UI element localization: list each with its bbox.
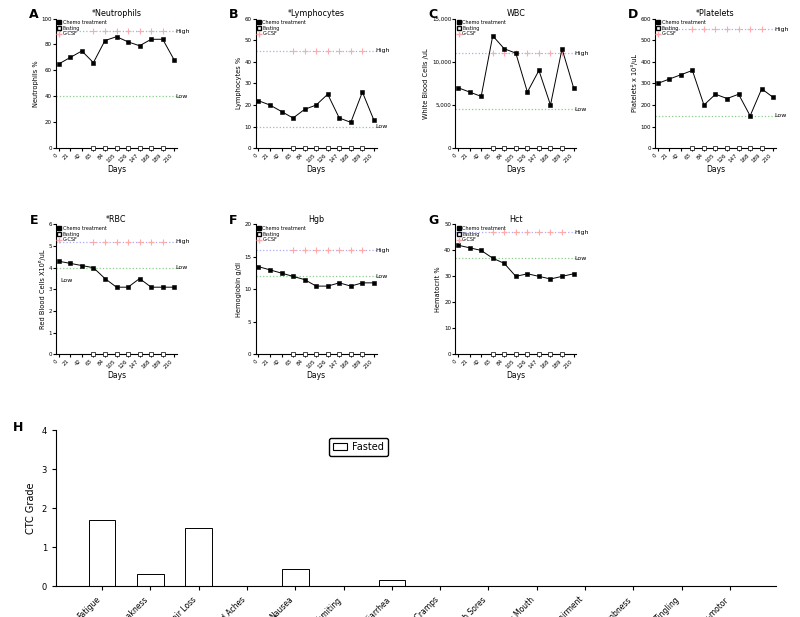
Y-axis label: White Blood Cells /uL: White Blood Cells /uL	[423, 48, 429, 118]
Text: Low: Low	[375, 124, 387, 129]
Title: Hct: Hct	[509, 215, 522, 224]
Bar	[282, 569, 309, 586]
Legend: Chemo treatment, Fasting, G-CSF: Chemo treatment, Fasting, G-CSF	[257, 225, 307, 243]
Bar	[378, 581, 405, 586]
Legend: Chemo treatment, Fasting, G-CSF: Chemo treatment, Fasting, G-CSF	[257, 20, 307, 37]
Legend: Chemo treatment, Fasting, G-CSF: Chemo treatment, Fasting, G-CSF	[57, 20, 107, 37]
X-axis label: Days: Days	[306, 165, 326, 174]
Legend: Chemo treatment, Fasting, G-CSF: Chemo treatment, Fasting, G-CSF	[456, 20, 506, 37]
Text: Low: Low	[175, 265, 188, 270]
Legend: Fasted: Fasted	[329, 438, 388, 456]
Title: *Lymphocytes: *Lymphocytes	[288, 9, 345, 18]
Title: WBC: WBC	[506, 9, 526, 18]
Text: A: A	[30, 8, 39, 21]
Y-axis label: CTC Grade: CTC Grade	[26, 482, 36, 534]
Text: High: High	[175, 29, 190, 34]
X-axis label: Days: Days	[706, 165, 725, 174]
Text: C: C	[429, 8, 438, 21]
X-axis label: Days: Days	[506, 371, 526, 380]
Y-axis label: Hematocrit %: Hematocrit %	[435, 267, 442, 312]
Text: Low: Low	[61, 278, 73, 283]
Text: B: B	[229, 8, 238, 21]
Text: G: G	[429, 214, 439, 227]
Y-axis label: Hemoglobin g/dl: Hemoglobin g/dl	[236, 262, 242, 317]
Title: Hgb: Hgb	[308, 215, 324, 224]
Legend: Chemo treatment, Fasting, G-CSF: Chemo treatment, Fasting, G-CSF	[456, 225, 506, 243]
X-axis label: Days: Days	[506, 165, 526, 174]
Text: Low: Low	[574, 255, 587, 261]
Text: High: High	[774, 27, 789, 32]
Bar	[186, 528, 212, 586]
X-axis label: Days: Days	[306, 371, 326, 380]
X-axis label: Days: Days	[107, 165, 126, 174]
Text: Low: Low	[375, 274, 387, 279]
Title: *RBC: *RBC	[106, 215, 126, 224]
Text: High: High	[574, 230, 589, 234]
Y-axis label: Platelets x 10³/uL: Platelets x 10³/uL	[630, 54, 638, 112]
Text: High: High	[375, 49, 390, 54]
Bar	[137, 574, 164, 586]
Title: *Neutrophils: *Neutrophils	[91, 9, 142, 18]
Legend: Chemo treatment, Fasting, G-CSF: Chemo treatment, Fasting, G-CSF	[57, 225, 107, 243]
Text: F: F	[229, 214, 238, 227]
Y-axis label: Neutrophils %: Neutrophils %	[33, 60, 38, 107]
X-axis label: Days: Days	[107, 371, 126, 380]
Text: H: H	[13, 421, 23, 434]
Title: *Platelets: *Platelets	[696, 9, 735, 18]
Text: Low: Low	[175, 94, 188, 99]
Legend: Chemo treatment, Fasting, G-CSF: Chemo treatment, Fasting, G-CSF	[656, 20, 706, 37]
Text: High: High	[175, 239, 190, 244]
Y-axis label: Red Blood Cells X10⁶/uL: Red Blood Cells X10⁶/uL	[38, 250, 46, 329]
Y-axis label: Lymphocytes %: Lymphocytes %	[236, 57, 242, 109]
Text: D: D	[628, 8, 638, 21]
Text: High: High	[574, 51, 589, 56]
Text: E: E	[30, 214, 38, 227]
Text: High: High	[375, 248, 390, 253]
Bar	[89, 520, 115, 586]
Text: Low: Low	[574, 107, 587, 112]
Text: Low: Low	[774, 114, 786, 118]
